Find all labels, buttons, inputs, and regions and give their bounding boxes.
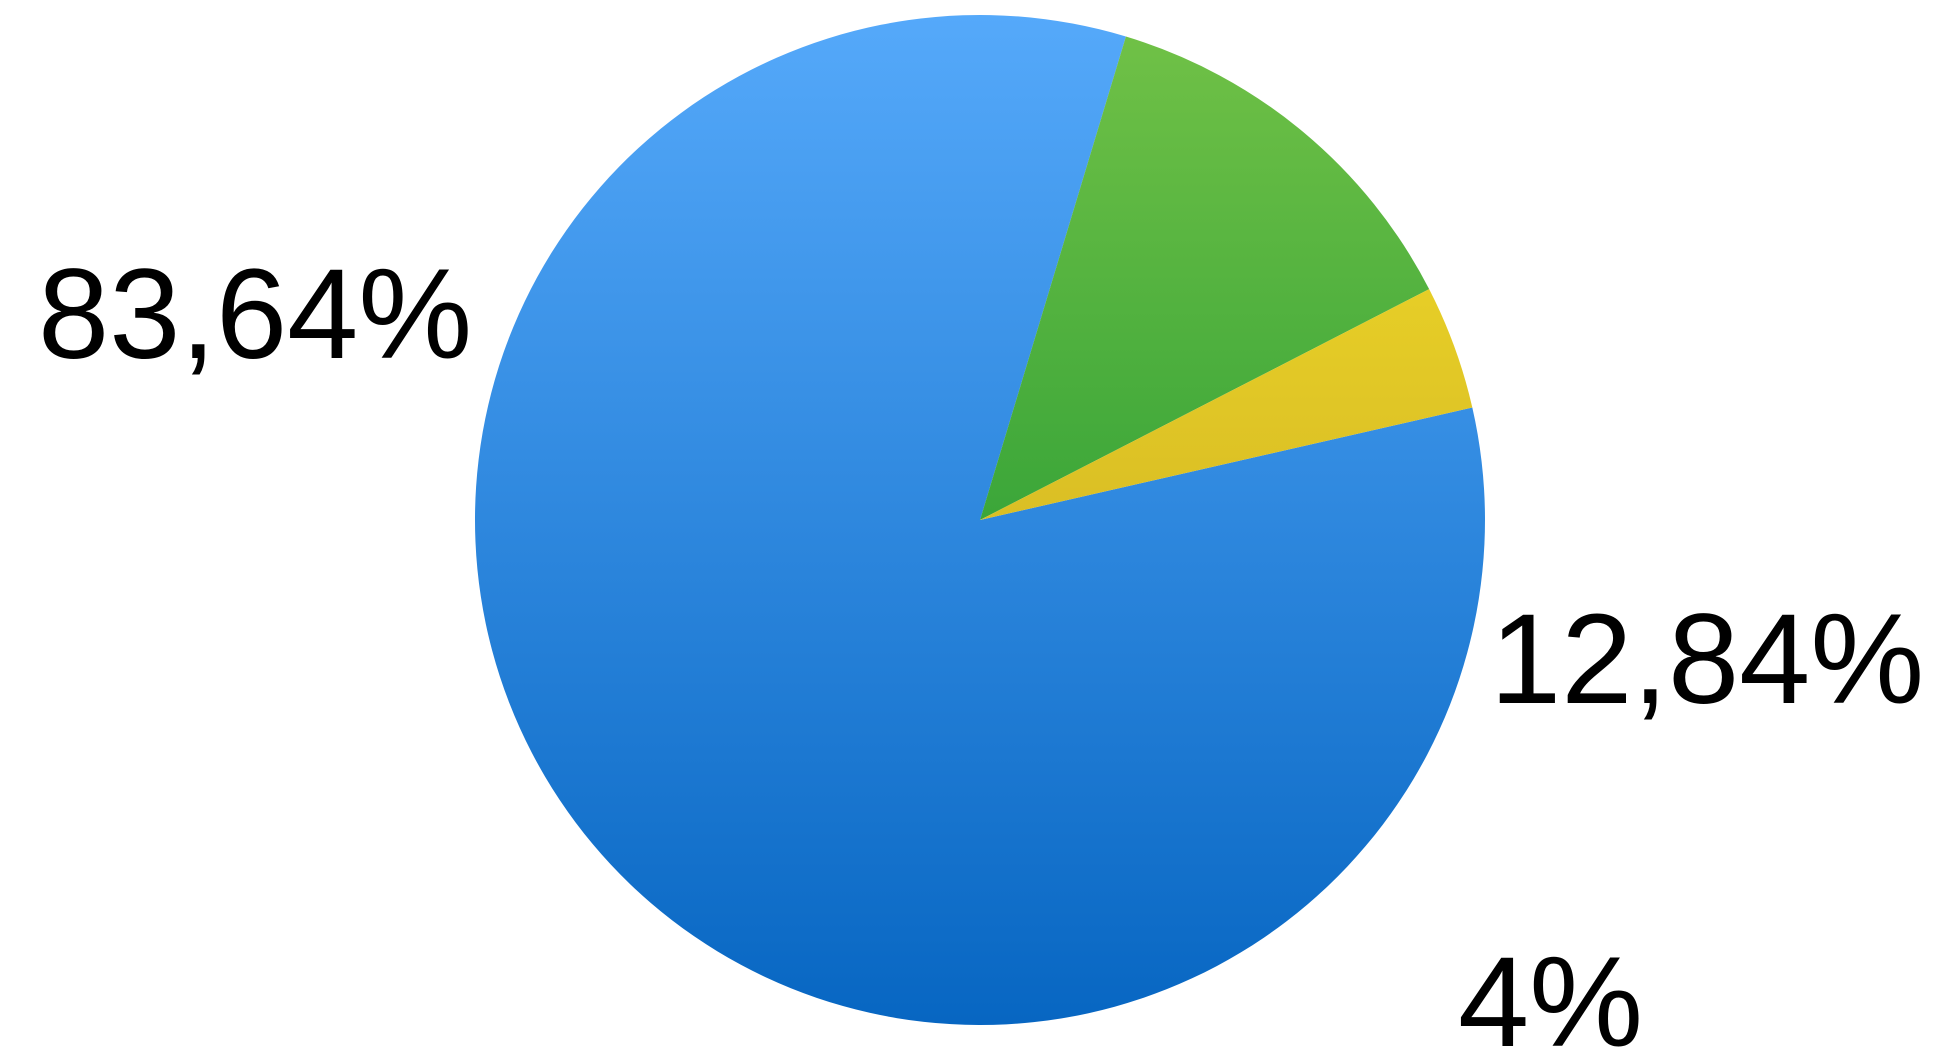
pie-labels: 83,64% 12,84% 4% <box>38 243 1924 1050</box>
slice-label-3: 4% <box>1458 931 1643 1050</box>
slice-label-1: 83,64% <box>38 243 472 386</box>
pie-slice-1 <box>474 14 1485 1025</box>
pie-slice-3 <box>980 289 1473 520</box>
pie-slices <box>474 14 1485 1025</box>
slice-label-2: 12,84% <box>1490 588 1924 731</box>
pie-slice-2 <box>980 36 1430 520</box>
